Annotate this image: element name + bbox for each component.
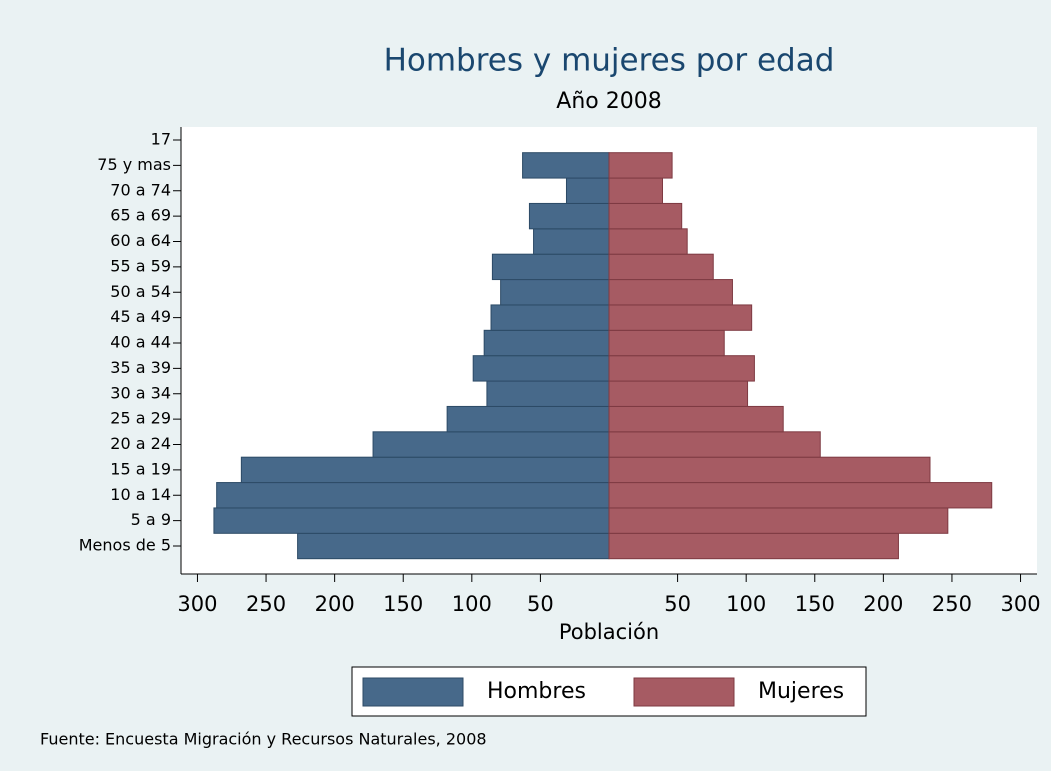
x-tick-label: 100 [452,592,492,616]
bar [608,482,993,509]
bar [565,177,610,204]
bar [240,456,610,484]
bar [608,304,753,331]
x-tick-label: 250 [246,592,286,616]
x-tick-label: 50 [664,592,691,616]
bar [491,253,610,281]
y-tick-label: 70 a 74 [110,180,171,199]
bar [446,405,610,433]
y-tick-label: 45 a 49 [110,307,171,326]
y-tick-label: 55 a 59 [110,256,171,275]
y-tick-label: 75 y mas [97,155,171,174]
legend-swatch [633,677,735,707]
bar [608,532,899,560]
x-tick-label: 150 [383,592,423,616]
bar [490,304,610,331]
bar [608,507,949,534]
legend-label: Mujeres [758,679,844,704]
bar [528,202,610,230]
bar [608,177,663,204]
bar [372,431,610,458]
note: Fuente: Encuesta Migración y Recursos Na… [40,730,487,749]
y-tick-label: 10 a 14 [110,485,171,504]
legend-label: Hombres [487,679,586,704]
y-tick-label: 5 a 9 [131,510,171,529]
x-tick-label: 200 [315,592,355,616]
bar [500,279,610,306]
y-tick-label: 35 a 39 [110,358,171,377]
x-tick-label: 50 [527,592,554,616]
y-tick-label: 17 [151,130,171,149]
x-tick-label: 150 [795,592,835,616]
y-tick-label: 25 a 29 [110,409,171,428]
bar [608,456,931,484]
bar [608,405,784,433]
y-tick-label: 30 a 34 [110,383,171,402]
chart-subtitle: Año 2008 [556,89,661,114]
bar [608,329,725,357]
bar [608,202,683,230]
x-tick-label: 200 [863,592,903,616]
bar [608,355,755,382]
chart-title: Hombres y mujeres por edad [384,43,835,79]
x-tick-label: 250 [932,592,972,616]
bar [608,152,673,179]
y-tick-label: 40 a 44 [110,333,171,352]
y-tick-label: 15 a 19 [110,459,171,478]
bar [608,228,688,255]
bar [486,380,610,407]
bar [608,431,821,458]
y-tick-label: Menos de 5 [79,536,171,555]
bar [608,253,714,281]
bar [608,380,749,407]
bar [472,355,610,382]
x-tick-label: 300 [1000,592,1040,616]
x-axis-title: Población [559,620,659,644]
bar [297,532,610,560]
bar [213,507,610,534]
legend-swatch [362,677,464,707]
bar [216,482,610,509]
bar [522,152,610,179]
y-tick-label: 20 a 24 [110,434,171,453]
x-tick-label: 300 [177,592,217,616]
bar [483,329,610,357]
bar [608,279,733,306]
y-tick-label: 60 a 64 [110,231,171,250]
y-tick-label: 50 a 54 [110,282,171,301]
bar [533,228,610,255]
y-tick-label: 65 a 69 [110,206,171,225]
x-tick-label: 100 [726,592,766,616]
